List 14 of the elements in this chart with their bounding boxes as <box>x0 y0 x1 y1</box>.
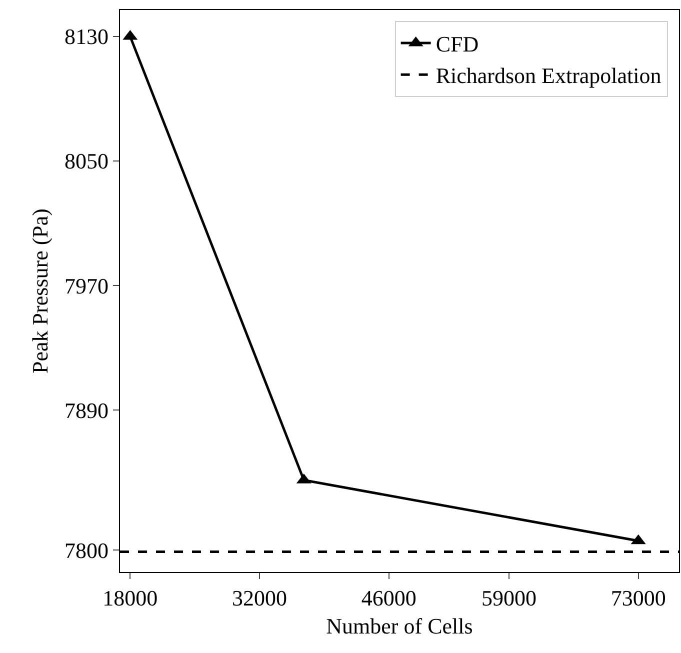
legend-label: Richardson Extrapolation <box>436 63 662 88</box>
y-tick-label: 7970 <box>64 273 108 298</box>
y-tick-label: 7890 <box>64 398 108 423</box>
x-tick-label: 18000 <box>102 586 158 610</box>
y-tick-label: 7800 <box>64 538 108 563</box>
x-tick-label: 59000 <box>481 586 536 610</box>
y-tick-label: 8130 <box>64 24 108 50</box>
y-axis-title: Peak Pressure (Pa) <box>27 208 52 374</box>
y-tick-label: 8050 <box>64 148 108 174</box>
x-tick-label: 73000 <box>610 586 666 610</box>
x-axis-title: Number of Cells <box>326 613 473 638</box>
legend-label: CFD <box>436 32 479 57</box>
x-tick-label: 32000 <box>232 586 288 610</box>
x-tick-label: 46000 <box>361 586 416 610</box>
